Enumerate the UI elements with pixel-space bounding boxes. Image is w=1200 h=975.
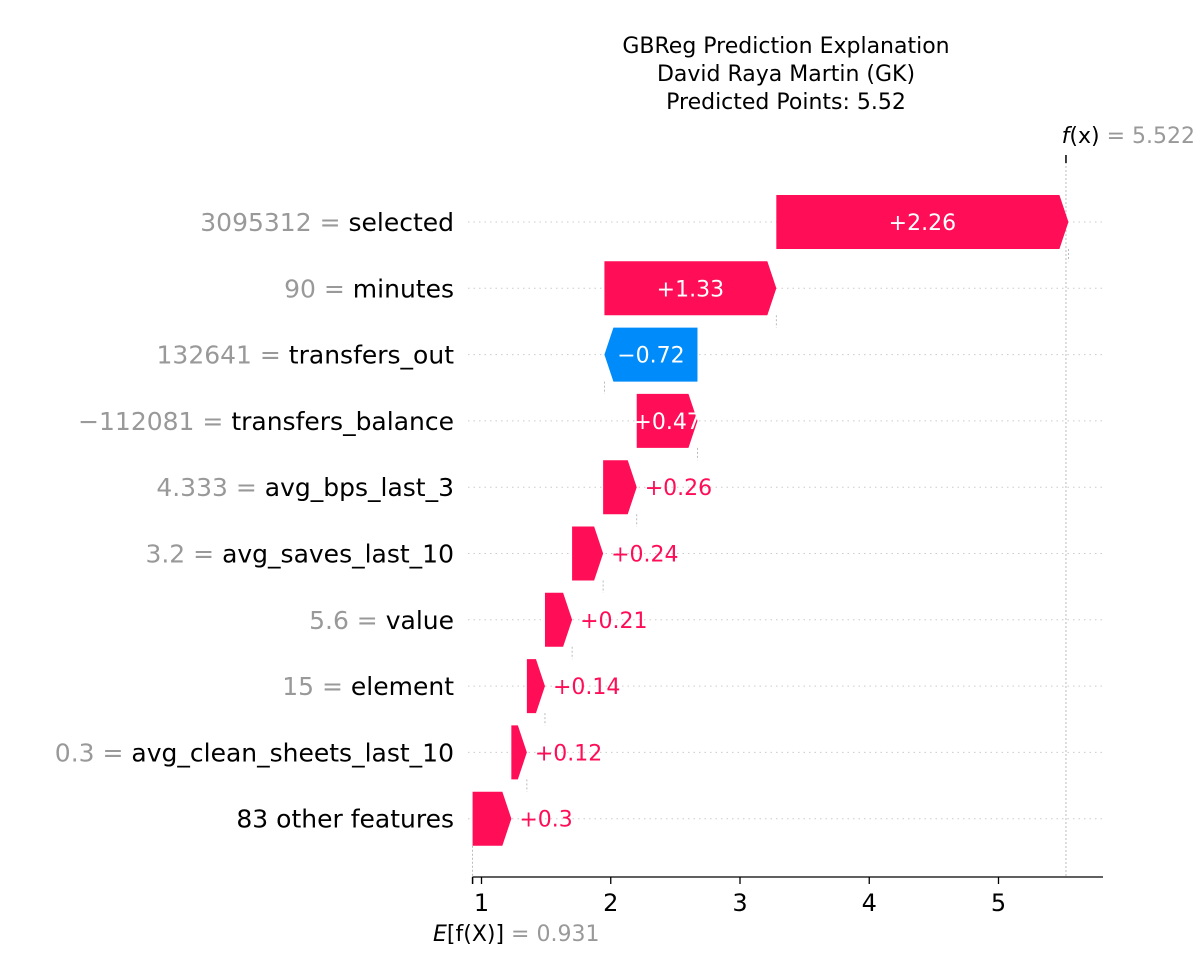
feature-label: 0.3 = avg_clean_sheets_last_10 [55,738,454,767]
feature-label: 90 = minutes [284,274,454,303]
fx-label: f(x) = 5.522 [1062,124,1195,149]
x-tick-label: 5 [991,889,1006,917]
waterfall-bar [776,195,1069,249]
waterfall-bars: +2.26 +1.33 −0.72 +0.47 +0.26 +0.24 +0.21 +0.14… [472,195,1069,846]
waterfall-bar [544,592,573,647]
waterfall-bar [472,791,512,846]
bar-value-label: +0.14 [553,675,620,700]
feature-name: selected [348,208,454,237]
bar-value-label: +0.21 [580,609,647,634]
feature-name: avg_saves_last_10 [222,540,454,569]
feature-label: 3095312 = selected [200,208,454,237]
feature-label: 132641 = transfers_out [157,341,455,370]
x-tick-label: 1 [474,889,489,917]
waterfall-bar [572,526,604,581]
title-line-2: David Raya Martin (GK) [657,62,915,87]
feature-name: element [351,672,454,701]
feature-name: avg_clean_sheets_last_10 [131,738,454,767]
feature-label: −112081 = transfers_balance [78,407,454,436]
x-tick-label: 4 [862,889,877,917]
feature-label: 83 other features [236,805,454,834]
x-axis: 1 2 3 4 5 [471,876,1103,917]
feature-labels: 3095312 = selected 90 = minutes 132641 = t… [55,208,454,834]
feature-label: 15 = element [282,672,454,701]
bar-value-label: −0.72 [617,344,684,369]
feature-name: 83 other features [236,805,454,834]
bar-value-label: +2.26 [889,211,956,236]
waterfall-bar [603,460,637,515]
x-tick-label: 2 [603,889,618,917]
feature-name: transfers_balance [231,407,454,436]
reference-lines [472,155,1069,877]
feature-value: 5.6 = [309,606,386,635]
waterfall-bar [604,261,777,316]
bar-value-label: +1.33 [657,277,724,302]
feature-value: 3095312 = [200,208,348,237]
feature-label: 4.333 = avg_bps_last_3 [156,473,454,502]
x-tick-label: 3 [732,889,747,917]
bar-value-label: +0.24 [611,543,678,568]
bar-value-label: +0.47 [633,410,700,435]
waterfall-bar [636,393,698,448]
feature-value: −112081 = [78,407,231,436]
waterfall-bar [526,659,545,714]
title-line-3: Predicted Points: 5.52 [666,90,906,115]
feature-value: 90 = [284,274,353,303]
ex-label: E[f(X)] = 0.931 [433,922,599,947]
feature-value: 132641 = [157,341,289,370]
chart-title: GBReg Prediction Explanation David Raya … [622,34,949,115]
waterfall-bar [604,327,698,382]
title-line-1: GBReg Prediction Explanation [622,34,949,59]
bar-value-label: +0.26 [645,476,712,501]
feature-name: transfers_out [289,341,454,370]
bar-value-label: +0.3 [519,808,572,833]
feature-value: 0.3 = [55,738,132,767]
feature-label: 5.6 = value [309,606,454,635]
feature-label: 3.2 = avg_saves_last_10 [145,540,454,569]
feature-value: 15 = [282,672,351,701]
waterfall-bar [511,725,527,780]
feature-name: minutes [353,274,454,303]
bar-value-label: +0.12 [535,741,602,766]
feature-name: avg_bps_last_3 [265,473,454,502]
feature-value: 4.333 = [156,473,264,502]
feature-value: 3.2 = [145,540,222,569]
feature-name: value [386,606,454,635]
grid-lines [468,221,1103,820]
